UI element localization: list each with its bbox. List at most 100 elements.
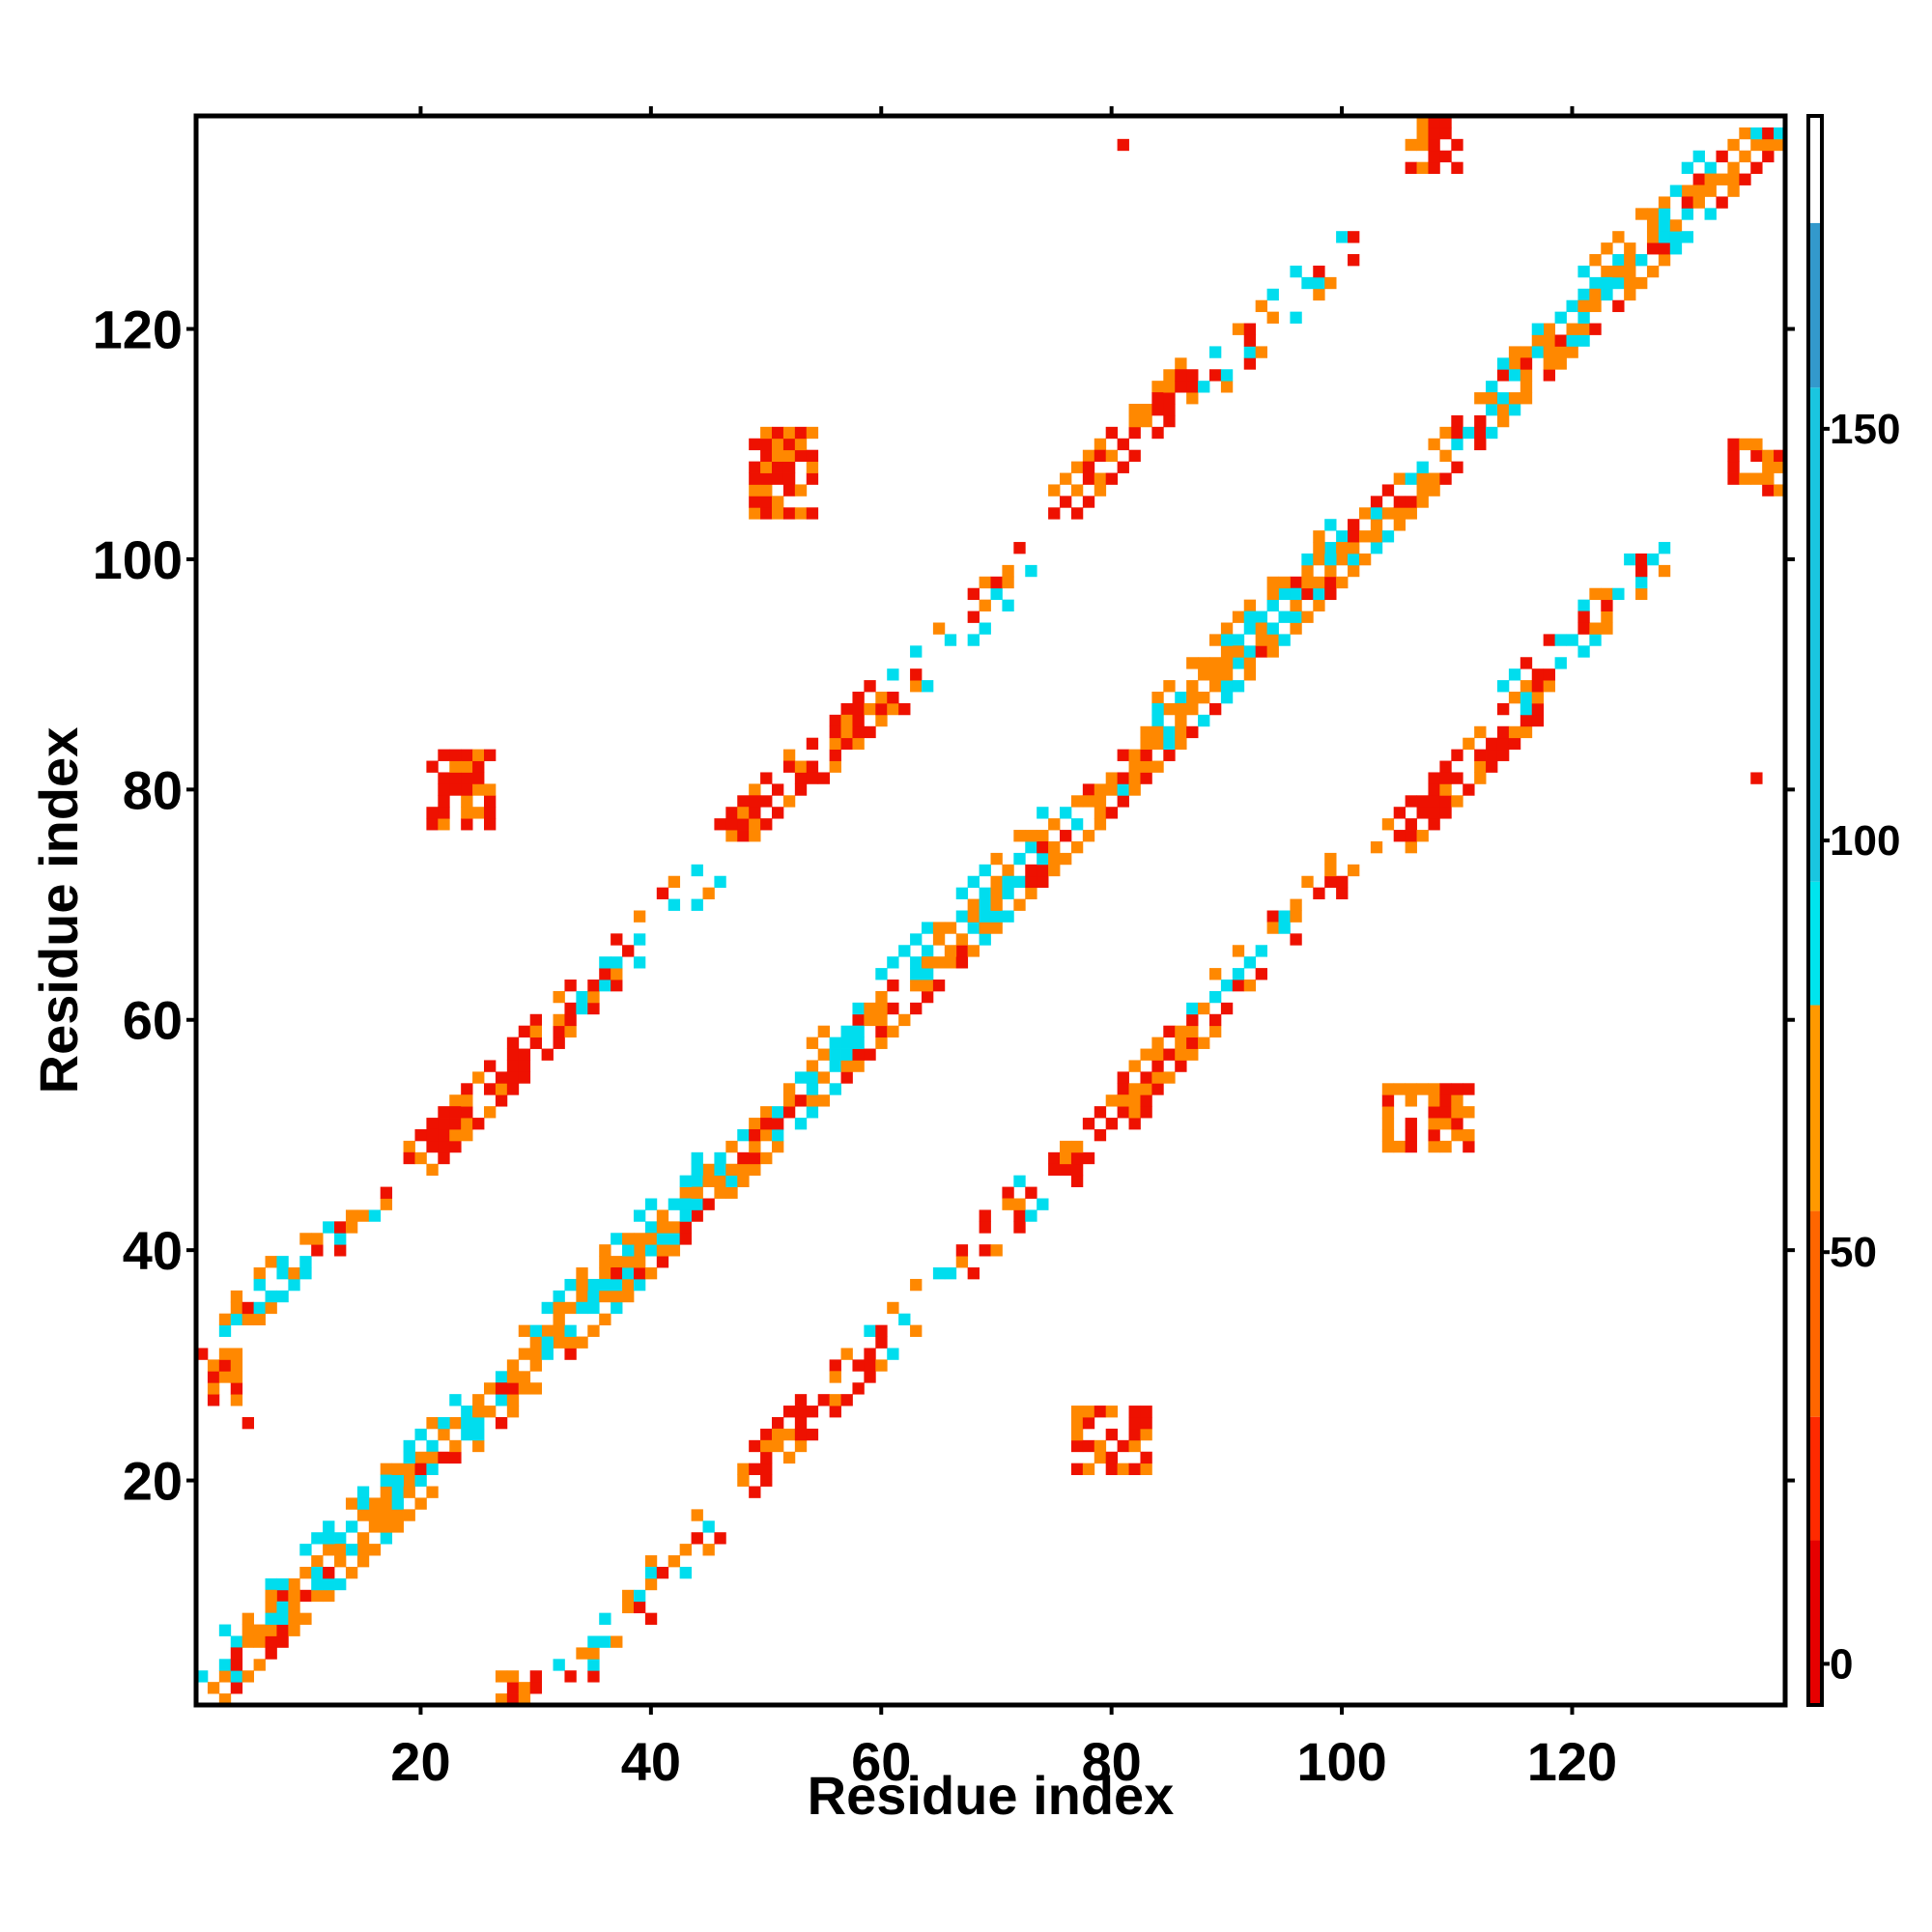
heatmap-cell: [472, 772, 485, 784]
heatmap-cell: [599, 956, 611, 969]
heatmap-cell: [518, 1371, 531, 1383]
heatmap-cell: [345, 1520, 358, 1533]
heatmap-cell: [1601, 611, 1613, 623]
heatmap-cell: [875, 1336, 888, 1349]
heatmap-cell: [737, 1463, 750, 1475]
heatmap-cell: [1070, 795, 1084, 808]
heatmap-cell: [472, 749, 485, 761]
heatmap-cell: [1117, 1106, 1129, 1119]
heatmap-cell: [1175, 692, 1187, 704]
heatmap-cell: [691, 1209, 703, 1222]
heatmap-cell: [1624, 288, 1636, 301]
heatmap-cell: [1727, 138, 1740, 152]
heatmap-cell: [1002, 864, 1014, 877]
heatmap-cell: [737, 818, 750, 831]
heatmap-cell: [356, 1509, 370, 1521]
heatmap-cell: [1186, 702, 1199, 716]
heatmap-cell: [1013, 1175, 1026, 1187]
heatmap-cell: [1198, 381, 1210, 393]
heatmap-cell: [472, 807, 485, 819]
heatmap-cell: [817, 1094, 831, 1107]
heatmap-cell: [794, 426, 808, 440]
heatmap-cell: [587, 1670, 600, 1683]
heatmap-cell: [737, 830, 750, 842]
heatmap-cell: [760, 472, 773, 485]
heatmap-cell: [1151, 392, 1164, 405]
heatmap-cell: [218, 1371, 232, 1383]
heatmap-cell: [230, 1659, 243, 1671]
heatmap-cell: [668, 1244, 681, 1257]
heatmap-cell: [1577, 299, 1590, 313]
heatmap-cell: [1163, 392, 1176, 405]
heatmap-cell: [461, 1094, 473, 1107]
heatmap-cell: [1128, 760, 1141, 773]
heatmap-cell: [990, 875, 1003, 889]
heatmap-cell: [702, 1175, 715, 1187]
heatmap-cell: [1750, 438, 1763, 451]
plot-frame: [193, 113, 1788, 1708]
heatmap-cell: [887, 1301, 899, 1315]
heatmap-cell: [1416, 461, 1429, 473]
heatmap-cell: [611, 1290, 623, 1303]
heatmap-cell: [242, 1635, 254, 1648]
heatmap-cell: [910, 645, 923, 658]
heatmap-cell: [1198, 657, 1210, 669]
heatmap-cell: [1266, 634, 1279, 646]
heatmap-cell: [1243, 346, 1257, 358]
heatmap-cell: [1486, 404, 1498, 416]
heatmap-cell: [1128, 1406, 1141, 1418]
heatmap-cell: [495, 1071, 508, 1084]
heatmap-cell: [1451, 1118, 1463, 1130]
heatmap-cell: [461, 795, 473, 808]
heatmap-cell: [1428, 484, 1440, 497]
heatmap-cell: [518, 1025, 531, 1038]
heatmap-cell: [587, 1659, 600, 1671]
heatmap-cell: [599, 1267, 611, 1280]
heatmap-cell: [782, 1083, 796, 1095]
heatmap-cell: [1208, 1025, 1222, 1038]
heatmap-cell: [1186, 369, 1199, 382]
heatmap-cell: [1301, 553, 1314, 566]
heatmap-cell: [932, 622, 946, 635]
heatmap-cell: [1255, 622, 1267, 635]
heatmap-cell: [1060, 1163, 1072, 1177]
heatmap-cell: [668, 1221, 681, 1234]
heatmap-cell: [1140, 737, 1152, 751]
heatmap-cell: [207, 1682, 220, 1694]
heatmap-cell: [1082, 1463, 1095, 1475]
heatmap-cell: [1451, 161, 1463, 174]
heatmap-cell: [817, 1071, 831, 1084]
heatmap-cell: [1463, 1140, 1475, 1153]
heatmap-cell: [1117, 783, 1129, 796]
heatmap-cell: [1405, 840, 1417, 854]
heatmap-cell: [1060, 472, 1072, 485]
heatmap-cell: [1082, 461, 1095, 473]
heatmap-cell: [506, 1394, 520, 1406]
heatmap-cell: [1612, 231, 1625, 243]
heatmap-cell: [921, 945, 934, 957]
heatmap-cells: [196, 116, 1786, 1706]
heatmap-cell: [299, 1589, 312, 1603]
heatmap-cell: [611, 1267, 623, 1280]
right-axis-ticks: [1785, 327, 1795, 1483]
heatmap-cell: [1060, 807, 1072, 819]
heatmap-cell: [1336, 231, 1349, 243]
heatmap-cell: [782, 1094, 796, 1107]
heatmap-cell: [749, 1439, 761, 1453]
heatmap-cell: [380, 1520, 393, 1533]
heatmap-cell: [1128, 772, 1141, 784]
heatmap-cell: [1151, 1060, 1164, 1072]
heatmap-cell: [955, 910, 969, 923]
heatmap-cell: [403, 1486, 415, 1498]
top-axis-ticks: [418, 106, 1575, 116]
heatmap-cell: [1313, 265, 1325, 278]
heatmap-cell: [1750, 449, 1763, 463]
heatmap-cell: [1474, 760, 1487, 773]
heatmap-cell: [1601, 276, 1613, 290]
heatmap-cell: [1128, 1118, 1141, 1130]
heatmap-cell: [323, 1221, 335, 1234]
x-tick-label: 20: [390, 1731, 450, 1792]
heatmap-cell: [806, 737, 819, 751]
heatmap-cell: [1140, 1083, 1152, 1095]
colorbar-frame: [1806, 114, 1824, 1707]
